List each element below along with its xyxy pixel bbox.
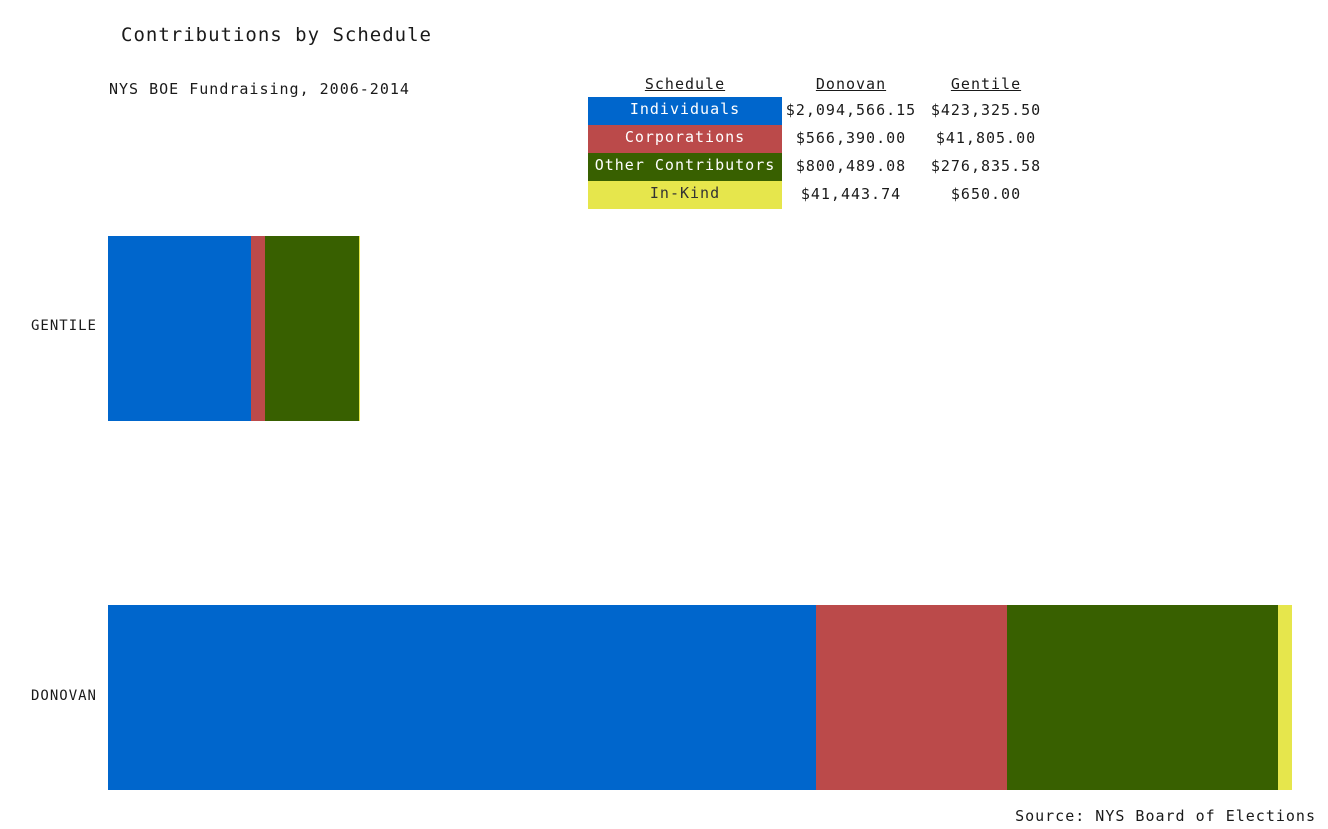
- legend-swatch-corporations: Corporations: [588, 125, 782, 153]
- bar-gentile-corporations: [251, 236, 266, 421]
- legend-header-gentile: Gentile: [950, 75, 1022, 93]
- legend-swatch-other-contributors: Other Contributors: [588, 153, 782, 181]
- chart-subtitle: NYS BOE Fundraising, 2006-2014: [109, 80, 410, 98]
- bar-donovan-individuals: [108, 605, 816, 790]
- legend-value-donovan: $800,489.08: [795, 157, 907, 175]
- bar-gentile-individuals: [108, 236, 252, 421]
- legend-value-gentile: $276,835.58: [930, 157, 1042, 175]
- legend-header-schedule: Schedule: [644, 75, 726, 93]
- legend-value-gentile: $41,805.00: [935, 129, 1037, 147]
- legend-row-corporations: Corporations $566,390.00 $41,805.00: [588, 125, 1058, 153]
- bar-donovan-in-kind: [1277, 605, 1292, 790]
- bar-donovan-corporations: [815, 605, 1008, 790]
- chart-title: Contributions by Schedule: [121, 24, 432, 46]
- category-label-donovan: DONOVAN: [30, 688, 97, 704]
- bar-donovan-other-contributors: [1007, 605, 1278, 790]
- bar-gentile-other-contributors: [265, 236, 359, 421]
- legend-value-donovan: $2,094,566.15: [785, 101, 917, 119]
- legend-value-donovan: $566,390.00: [795, 129, 907, 147]
- legend-swatch-in-kind: In-Kind: [588, 181, 782, 209]
- legend-value-donovan: $41,443.74: [800, 185, 902, 203]
- category-label-gentile: GENTILE: [30, 318, 97, 334]
- legend-row-other-contributors: Other Contributors $800,489.08 $276,835.…: [588, 153, 1058, 181]
- source-note: Source: NYS Board of Elections: [1015, 807, 1316, 825]
- legend-row-in-kind: In-Kind $41,443.74 $650.00: [588, 181, 1058, 209]
- legend-value-gentile: $650.00: [950, 185, 1022, 203]
- legend-swatch-individuals: Individuals: [588, 97, 782, 125]
- legend-row-individuals: Individuals $2,094,566.15 $423,325.50: [588, 97, 1058, 125]
- legend-header-donovan: Donovan: [815, 75, 887, 93]
- legend-value-gentile: $423,325.50: [930, 101, 1042, 119]
